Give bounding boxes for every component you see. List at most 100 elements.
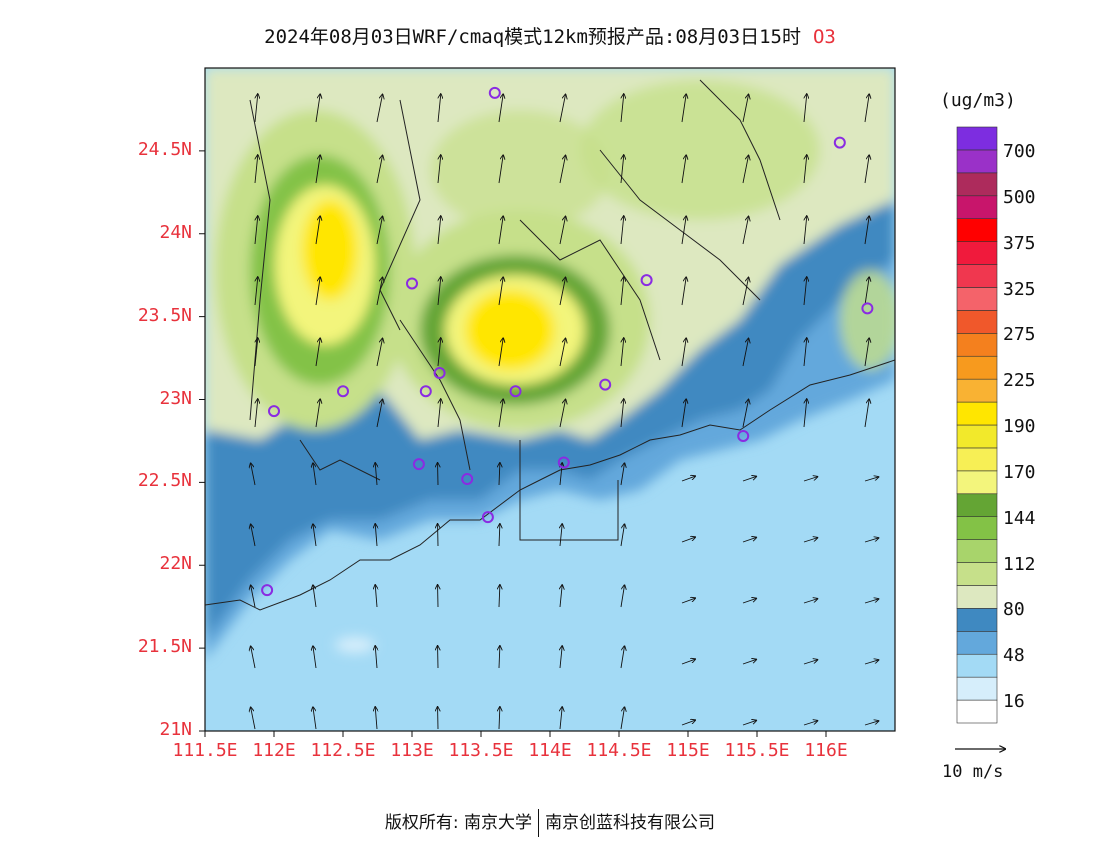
wind-arrow <box>864 155 869 184</box>
wind-arrow <box>437 216 441 245</box>
lon-label: 113.5E <box>448 740 514 761</box>
wind-arrow <box>375 646 377 669</box>
company-text: 南京创蓝科技有限公司 <box>545 813 716 833</box>
wind-arrow <box>499 585 500 608</box>
wind-arrow <box>375 585 377 608</box>
wind-arrow <box>681 338 686 367</box>
colorbar-segment <box>956 264 998 288</box>
wind-arrow <box>560 707 562 730</box>
wind-arrow <box>742 598 756 604</box>
colorbar-label: 700 <box>1003 141 1036 162</box>
lon-label: 112.5E <box>310 740 376 761</box>
colorbar-segment <box>956 608 998 632</box>
title-species: O3 <box>812 26 836 48</box>
colorbar-segment <box>956 676 998 701</box>
colorbar-label: 375 <box>1003 232 1036 254</box>
wind-arrow <box>742 339 748 367</box>
station-marker <box>640 274 653 287</box>
axis-ticks <box>199 150 827 737</box>
wind-arrow <box>620 277 624 306</box>
wind-arrow <box>313 585 317 608</box>
wind-arrow <box>498 155 503 184</box>
boundaries <box>205 79 895 611</box>
colorbar-label: 190 <box>1003 416 1036 438</box>
station-marker <box>488 86 501 99</box>
wind-arrow <box>864 477 878 482</box>
wind-arrow <box>864 94 869 123</box>
wind-arrow <box>375 707 377 730</box>
lon-label: 111.5E <box>172 740 238 761</box>
wind-arrow <box>559 339 565 367</box>
colorbar-segment <box>956 149 998 174</box>
wind-arrow <box>864 660 878 665</box>
wind-arrow <box>560 646 562 669</box>
wind-arrow <box>864 599 878 604</box>
station-marker <box>268 405 280 418</box>
colorbar-segment <box>956 470 998 495</box>
wind-arrow <box>742 217 748 245</box>
wind-arrow <box>499 463 500 486</box>
wind-arrow <box>559 217 565 245</box>
wind-arrow <box>254 155 258 184</box>
wind-arrow <box>375 463 377 486</box>
station-marker <box>412 458 425 471</box>
station-marker <box>509 385 522 398</box>
wind-arrow <box>742 720 756 726</box>
colorbar-label: 225 <box>1003 370 1036 392</box>
station-marker <box>419 385 432 398</box>
wind-arrow <box>742 156 748 184</box>
wind-arrow <box>315 94 320 123</box>
wind-arrow <box>681 155 686 184</box>
wind-arrow <box>498 277 503 306</box>
wind-arrow <box>559 95 565 123</box>
lat-label: 24.5N <box>137 138 192 160</box>
station-marker <box>861 302 874 315</box>
wind-arrow <box>803 277 807 306</box>
wind-arrow <box>681 598 695 604</box>
colorbar-label: 48 <box>1003 645 1025 667</box>
wind-arrow <box>864 277 869 306</box>
wind-arrow <box>499 707 500 730</box>
colorbar-segment <box>956 333 998 357</box>
wind-arrow <box>315 216 320 245</box>
wind-arrow <box>681 399 686 428</box>
colorbar-label: 500 <box>1003 186 1036 208</box>
station-marker <box>337 385 349 398</box>
wind-arrow <box>559 400 565 428</box>
wind-arrow <box>437 338 441 367</box>
colorbar-segment <box>956 424 998 449</box>
wind-arrow <box>315 399 320 428</box>
wind-arrow <box>498 216 503 245</box>
wind-arrow <box>803 216 807 245</box>
wind-arrow <box>313 463 317 486</box>
colorbar-segment <box>956 493 998 517</box>
wind-arrow <box>315 338 320 367</box>
lon-label: 115E <box>666 740 710 761</box>
wind-arrow <box>254 216 258 245</box>
colorbar-segment <box>956 378 998 403</box>
wind-arrow <box>681 277 686 306</box>
lon-label: 115.5E <box>724 740 790 761</box>
wind-arrow <box>803 155 807 184</box>
map-title: 2024年08月03日WRF/cmaq模式12km预报产品:08月03日15时 O… <box>0 22 1100 49</box>
wind-arrow <box>254 94 258 123</box>
colorbar-segment <box>956 126 998 151</box>
colorbar-label: 16 <box>1003 691 1025 713</box>
station-marker <box>737 429 750 442</box>
colorbar-segment <box>956 355 998 380</box>
colorbar-segment <box>956 172 998 197</box>
wind-arrow <box>620 585 624 608</box>
wind-arrow <box>742 476 756 482</box>
colorbar-segment <box>956 516 998 540</box>
colorbar-label: 170 <box>1003 461 1036 483</box>
wind-arrow <box>376 95 382 123</box>
colorbar-segment <box>956 287 998 311</box>
wind-arrow <box>681 94 686 123</box>
wind-arrow <box>560 524 562 547</box>
colorbar-segment <box>956 195 998 219</box>
lat-label: 24N <box>159 221 192 243</box>
wind-arrow <box>803 94 807 123</box>
wind-arrow <box>803 599 817 604</box>
wind-arrow <box>803 399 807 428</box>
wind-arrow <box>620 94 624 123</box>
